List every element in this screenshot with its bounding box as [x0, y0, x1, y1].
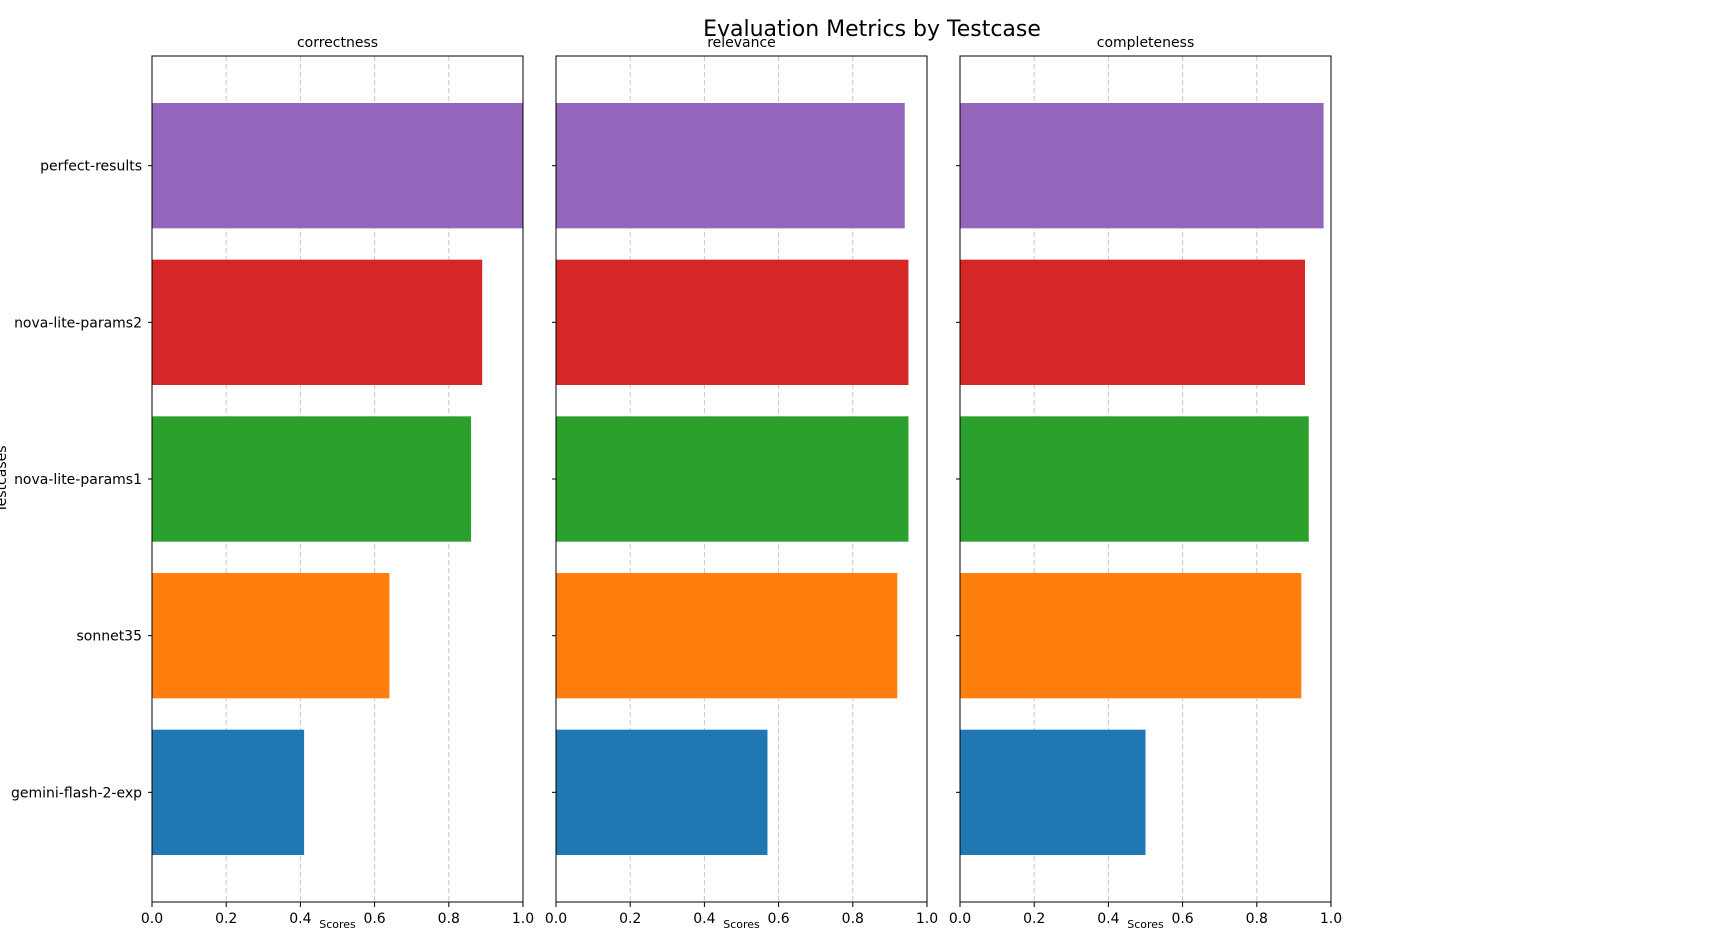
- panel-title: correctness: [297, 35, 378, 51]
- bar-nova-lite-params2: [960, 259, 1306, 385]
- bar-nova-lite-params2: [152, 259, 483, 385]
- bar-perfect-results: [152, 103, 523, 229]
- x-tick-label: 1.0: [512, 911, 534, 927]
- bar-nova-lite-params1: [152, 416, 472, 542]
- x-tick-label: 0.4: [1097, 911, 1119, 927]
- x-tick-label: 0.4: [693, 911, 715, 927]
- x-tick-label: 0.0: [545, 911, 567, 927]
- y-tick-label: nova-lite-params1: [14, 472, 142, 488]
- axes-frame: [959, 55, 1332, 903]
- x-axis-label: Scores: [319, 918, 356, 931]
- x-tick-label: 0.0: [949, 911, 971, 927]
- panel-title: relevance: [707, 35, 776, 51]
- x-tick-label: 0.2: [619, 911, 641, 927]
- chart-panels: perfect-results nova-lite-params2 nova-lit…: [0, 35, 1342, 931]
- y-tick-label: sonnet35: [76, 629, 142, 645]
- x-tick-label: 1.0: [916, 911, 938, 927]
- figure-title: Evaluation Metrics by Testcase: [703, 17, 1041, 42]
- x-tick-label: 0.0: [141, 911, 163, 927]
- bar-perfect-results: [556, 103, 905, 229]
- y-tick-label: gemini-flash-2-exp: [11, 785, 142, 801]
- chart-panel-correctness: perfect-results nova-lite-params2 nova-lit…: [0, 35, 534, 931]
- x-tick-label: 0.8: [842, 911, 864, 927]
- bar-perfect-results: [960, 103, 1324, 229]
- bar-gemini-flash-2-exp: [960, 729, 1146, 855]
- bar-nova-lite-params1: [556, 416, 909, 542]
- x-tick-label: 0.8: [1246, 911, 1268, 927]
- x-tick-label: 1.0: [1320, 911, 1342, 927]
- panel-title: completeness: [1097, 35, 1194, 51]
- bar-nova-lite-params2: [556, 259, 909, 385]
- axes-frame: [555, 55, 928, 903]
- bar-gemini-flash-2-exp: [556, 729, 768, 855]
- x-tick-label: 0.6: [1171, 911, 1193, 927]
- x-axis-label: Scores: [1127, 918, 1164, 931]
- bar-gemini-flash-2-exp: [152, 729, 305, 855]
- bar-sonnet35: [960, 573, 1302, 699]
- x-tick-label: 0.6: [363, 911, 385, 927]
- axes-frame: [151, 55, 524, 903]
- y-tick-label: nova-lite-params2: [14, 315, 142, 331]
- x-tick-label: 0.2: [215, 911, 237, 927]
- x-tick-label: 0.8: [438, 911, 460, 927]
- bar-sonnet35: [152, 573, 390, 699]
- bar-nova-lite-params1: [960, 416, 1309, 542]
- x-axis-label: Scores: [723, 918, 760, 931]
- chart-panel-completeness: 0.0 0.2 0.4 0.6 0.8 1.0 completeness Scores: [949, 35, 1342, 931]
- chart-panel-relevance: 0.0 0.2 0.4 0.6 0.8 1.0 relevance Scores: [545, 35, 938, 931]
- y-tick-label: perfect-results: [40, 159, 142, 175]
- y-axis-label: Testcases: [0, 445, 10, 513]
- bar-sonnet35: [556, 573, 898, 699]
- x-tick-label: 0.4: [289, 911, 311, 927]
- x-tick-label: 0.6: [767, 911, 789, 927]
- x-tick-label: 0.2: [1023, 911, 1045, 927]
